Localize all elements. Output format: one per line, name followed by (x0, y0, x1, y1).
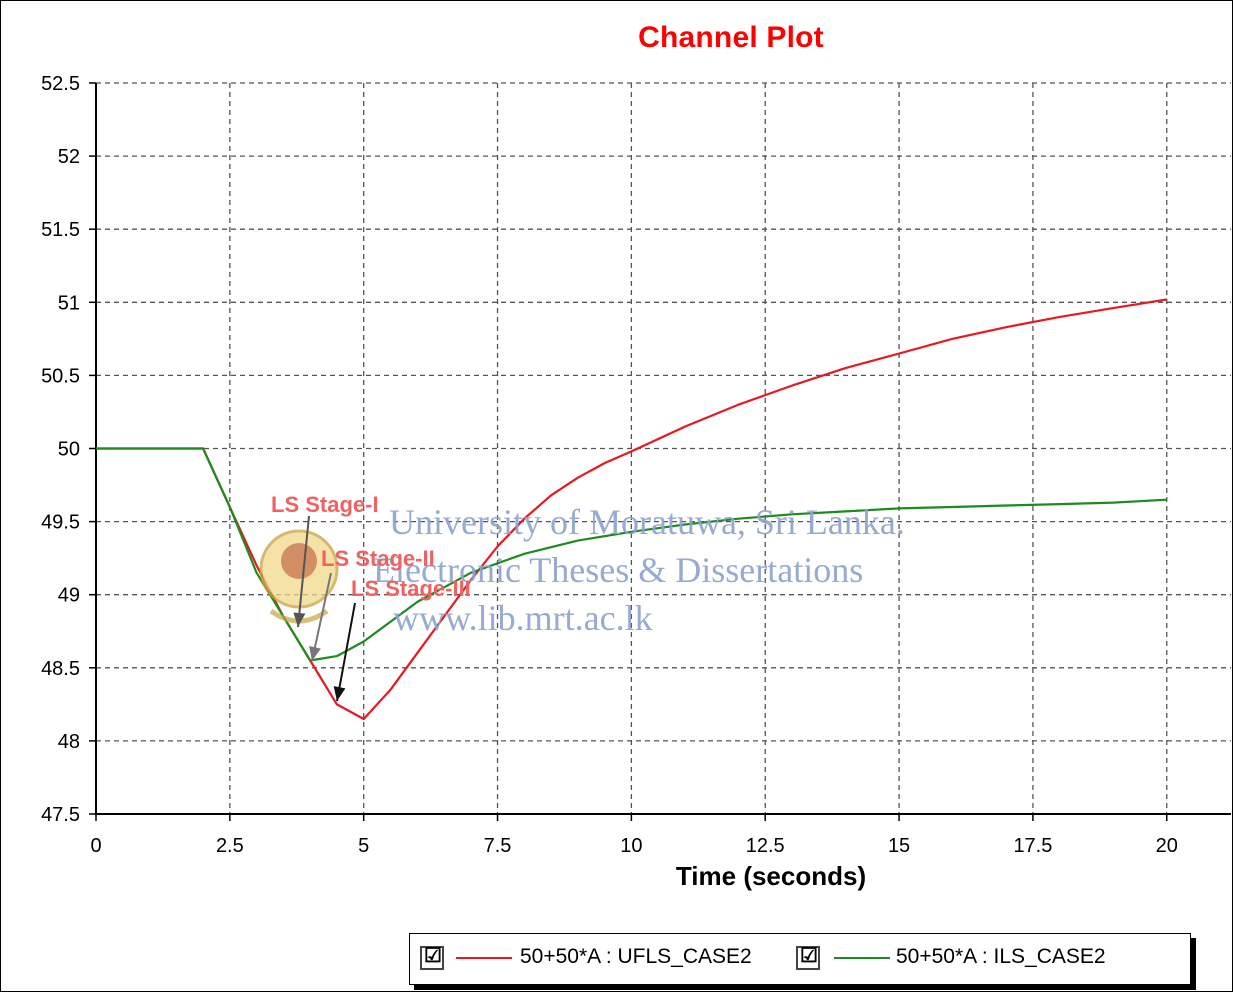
x-tick-label-1: 2.5 (216, 835, 244, 857)
annotation-ls-stage-2: LS Stage-II (321, 546, 435, 571)
legend-checkbox-ils[interactable]: ☑ (796, 945, 820, 970)
y-tick-label-0: 47.5 (41, 804, 80, 826)
y-tick-label-4: 49.5 (41, 512, 80, 534)
legend-swatch-ufls (456, 957, 512, 959)
legend-label-ufls: 50+50*A : UFLS_CASE2 (520, 945, 752, 968)
y-tick-label-10: 52.5 (41, 73, 80, 95)
legend-label-ils: 50+50*A : ILS_CASE2 (896, 945, 1106, 968)
x-tick-label-5: 12.5 (746, 835, 785, 857)
x-tick-label-0: 0 (90, 835, 101, 857)
annotation-arrow-stage-3-head (333, 686, 346, 701)
annotation-ls-stage-1: LS Stage-I (271, 492, 379, 517)
y-tick-label-9: 52 (58, 146, 80, 168)
y-tick-label-3: 49 (58, 585, 80, 607)
annotation-arrow-stage-1 (297, 515, 310, 628)
x-tick-label-8: 20 (1156, 835, 1178, 857)
y-tick-label-1: 48 (58, 731, 80, 753)
annotation-arrow-stage-1-head (293, 612, 306, 627)
x-tick-label-3: 7.5 (484, 835, 512, 857)
legend-swatch-ils (834, 957, 890, 959)
x-axis-label: Time (seconds) (675, 861, 867, 891)
legend: ☑ 50+50*A : UFLS_CASE2 ☑ 50+50*A : ILS_C… (409, 933, 1191, 985)
x-tick-label-6: 15 (888, 835, 910, 857)
legend-checkbox-ufls[interactable]: ☑ (420, 945, 444, 970)
x-tick-label-7: 17.5 (1013, 835, 1052, 857)
series-line-ils (96, 447, 1167, 662)
x-tick-label-2: 5 (358, 835, 369, 857)
watermark-line-1: University of Moratuwa, Sri Lanka. (389, 502, 905, 542)
y-tick-label-7: 51 (58, 292, 80, 314)
annotation-arrow-stage-3 (336, 602, 356, 702)
chart-title: Channel Plot (638, 21, 824, 54)
y-tick-label-8: 51.5 (41, 219, 80, 241)
y-tick-label-2: 48.5 (41, 658, 80, 680)
x-tick-label-4: 10 (620, 835, 642, 857)
watermark-line-3: www.lib.mrt.ac.lk (393, 598, 653, 638)
annotation-ls-stage-3: LS Stage-III (351, 576, 471, 601)
y-tick-label-6: 50.5 (41, 365, 80, 387)
annotation-arrow-stage-2-head (309, 646, 321, 661)
watermark-line-2: Electronic Theses & Dissertations (373, 550, 864, 590)
y-tick-label-5: 50 (58, 439, 80, 461)
watermark-seal-center-icon (281, 543, 317, 579)
annotation-arrow-stage-2 (311, 572, 332, 662)
